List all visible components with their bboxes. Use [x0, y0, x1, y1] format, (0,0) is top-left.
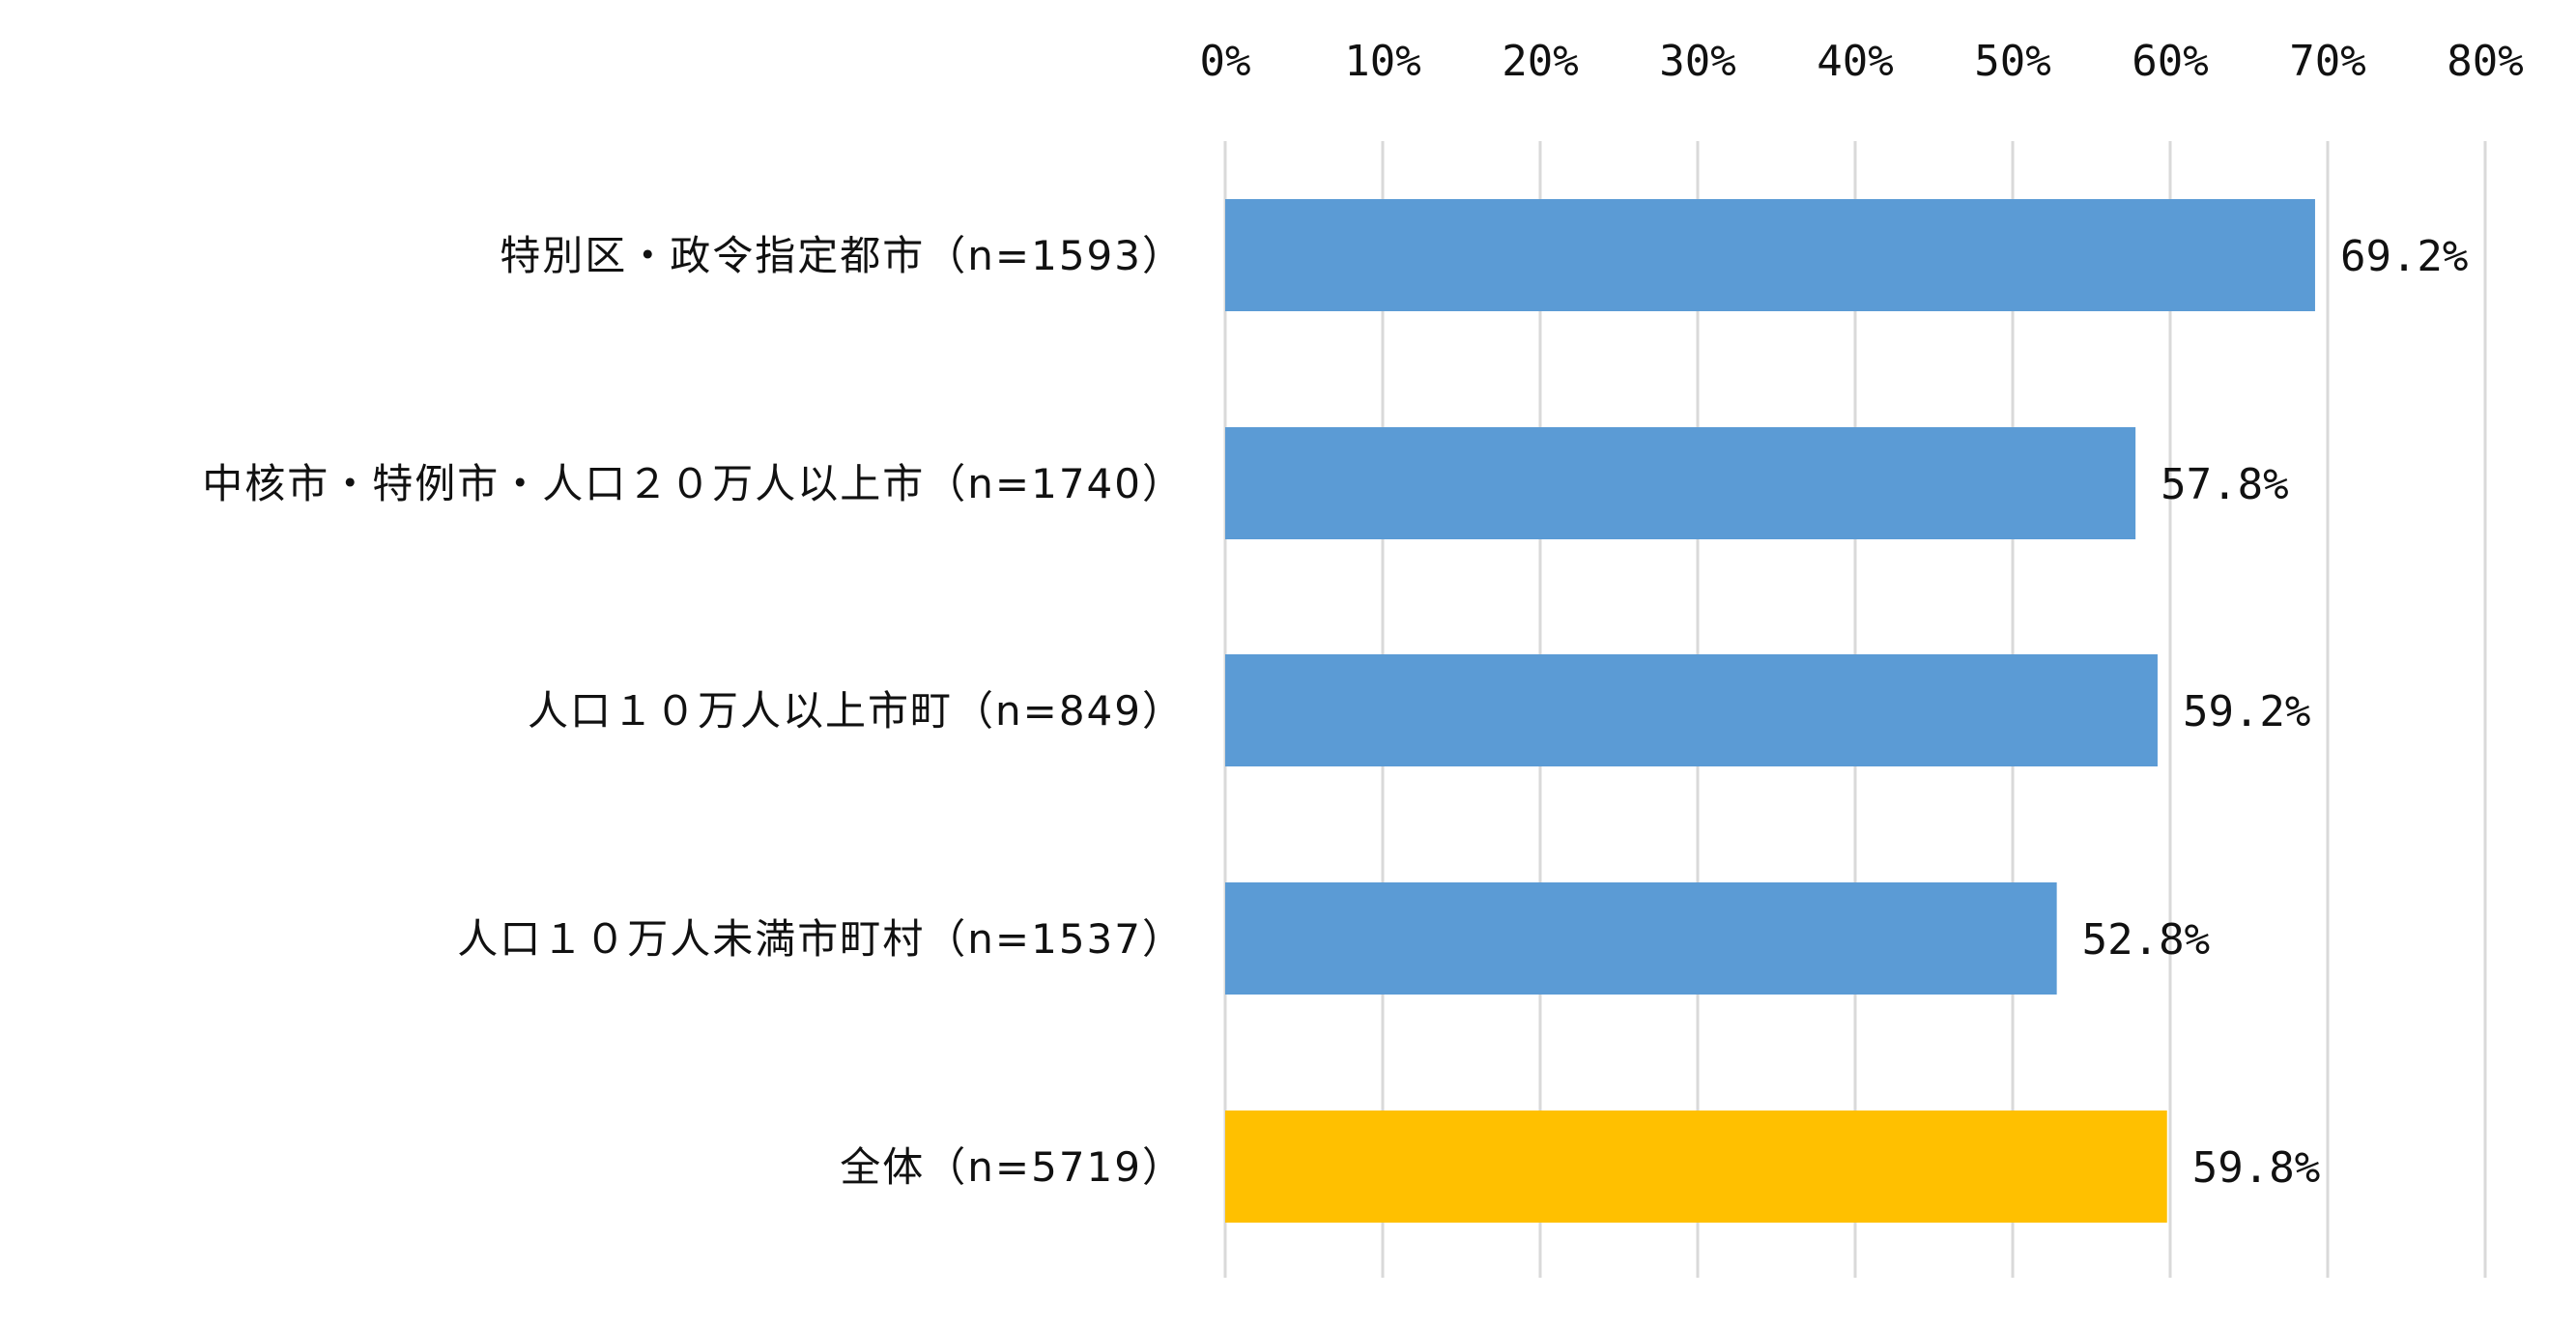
category-label: 人口１０万人未満市町村（n=1537）	[457, 915, 1185, 963]
data-label: 59.8%	[2192, 1143, 2320, 1193]
x-tick-label: 80%	[2447, 37, 2523, 86]
data-label: 59.2%	[2183, 687, 2310, 736]
category-label: 特別区・政令指定都市（n=1593）	[500, 232, 1185, 279]
data-label: 69.2%	[2340, 232, 2468, 281]
data-label: 57.8%	[2161, 460, 2288, 509]
x-tick-label: 30%	[1659, 37, 1735, 86]
x-tick-label: 20%	[1502, 37, 1578, 86]
bars	[1225, 199, 2315, 1223]
x-tick-label: 60%	[2132, 37, 2208, 86]
category-label: 全体（n=5719）	[840, 1143, 1185, 1191]
x-tick-label: 10%	[1344, 37, 1420, 86]
x-tick-label: 50%	[1974, 37, 2050, 86]
category-label: 人口１０万人以上市町（n=849）	[528, 687, 1185, 735]
category-label: 中核市・特例市・人口２０万人以上市（n=1740）	[202, 460, 1185, 507]
category-labels: 特別区・政令指定都市（n=1593） 中核市・特例市・人口２０万人以上市（n=17…	[202, 232, 1185, 1191]
bar	[1225, 427, 2136, 539]
bar	[1225, 199, 2315, 311]
data-label: 52.8%	[2082, 915, 2210, 965]
x-tick-label: 0%	[1200, 37, 1251, 86]
bar	[1225, 882, 2057, 995]
x-tick-label: 40%	[1817, 37, 1893, 86]
bar	[1225, 654, 2158, 766]
x-axis-ticks: 0% 10% 20% 30% 40% 50% 60% 70% 80%	[1200, 37, 2524, 86]
x-tick-label: 70%	[2289, 37, 2365, 86]
bar	[1225, 1111, 2167, 1223]
value-labels: 69.2% 57.8% 59.2% 52.8% 59.8%	[2082, 232, 2469, 1193]
